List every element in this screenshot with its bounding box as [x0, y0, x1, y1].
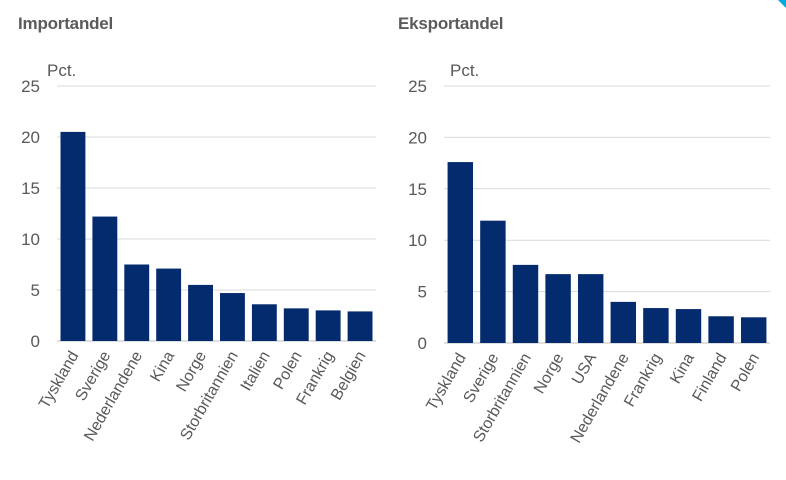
import-bar-frankrig	[315, 310, 341, 341]
export-bar-finland	[708, 316, 734, 343]
export-bar-tyskland	[447, 162, 474, 343]
export-bar-sverige	[480, 220, 506, 343]
import-y-tick-label: 20	[21, 128, 40, 147]
export-category-label: USA	[569, 350, 600, 387]
import-y-unit-label: Pct.	[47, 61, 76, 80]
export-chart-title: Eksportandel	[398, 14, 504, 33]
export-chart-panel: Eksportandel 0 5 10 15 20 25 Pct. Tyskland Sveri…	[393, 0, 786, 480]
export-bar-usa	[577, 274, 604, 343]
import-bar-sverige	[92, 216, 118, 341]
import-y-tick-label: 5	[31, 281, 40, 300]
export-bar-polen	[740, 317, 767, 343]
export-bar-frankrig	[643, 308, 669, 343]
import-bar-storbritannien	[220, 293, 245, 341]
corner-accent	[778, 0, 786, 8]
import-bar-norge	[188, 284, 213, 341]
export-y-tick-label: 5	[418, 283, 427, 302]
export-y-tick-label: 10	[408, 231, 427, 250]
import-y-tick-label: 0	[31, 332, 40, 351]
import-bar-belgien	[347, 311, 373, 341]
import-chart-panel: Importandel 0 5 10 15 20 25 Pct. Tyskland Sverig…	[18, 14, 376, 444]
import-y-tick-label: 25	[21, 77, 40, 96]
export-y-tick-label: 20	[408, 128, 427, 147]
export-y-tick-label: 0	[418, 334, 427, 353]
import-category-label: Kina	[147, 348, 178, 384]
import-bar-polen	[283, 308, 309, 341]
export-bar-nederlandene	[610, 301, 637, 343]
import-bar-italien	[251, 304, 277, 341]
export-category-label: Tyskland	[423, 351, 469, 414]
import-chart-title: Importandel	[18, 14, 114, 33]
export-bar-storbritannien	[512, 264, 539, 343]
import-bar-nederlandene	[124, 264, 150, 341]
export-bar-kina	[675, 309, 702, 343]
import-y-tick-label: 10	[21, 230, 40, 249]
import-bar-tyskland	[60, 131, 86, 341]
import-bar-kina	[156, 268, 182, 341]
export-category-label: Norge	[531, 350, 568, 396]
export-bar-chart: 0510152025Pct.TysklandSverigeStorbritann…	[408, 61, 770, 446]
import-category-label: Tyskland	[36, 349, 82, 412]
export-y-tick-label: 25	[408, 77, 427, 96]
export-category-label: Polen	[728, 351, 763, 395]
import-bar-chart: 0510152025Pct.TysklandSverigeNederlanden…	[21, 61, 376, 444]
export-category-label: Kina	[667, 350, 698, 386]
export-y-unit-label: Pct.	[450, 61, 479, 80]
export-bar-norge	[545, 274, 571, 343]
import-y-tick-label: 15	[21, 179, 40, 198]
import-category-label: Italien	[238, 349, 274, 394]
export-y-tick-label: 15	[408, 180, 427, 199]
